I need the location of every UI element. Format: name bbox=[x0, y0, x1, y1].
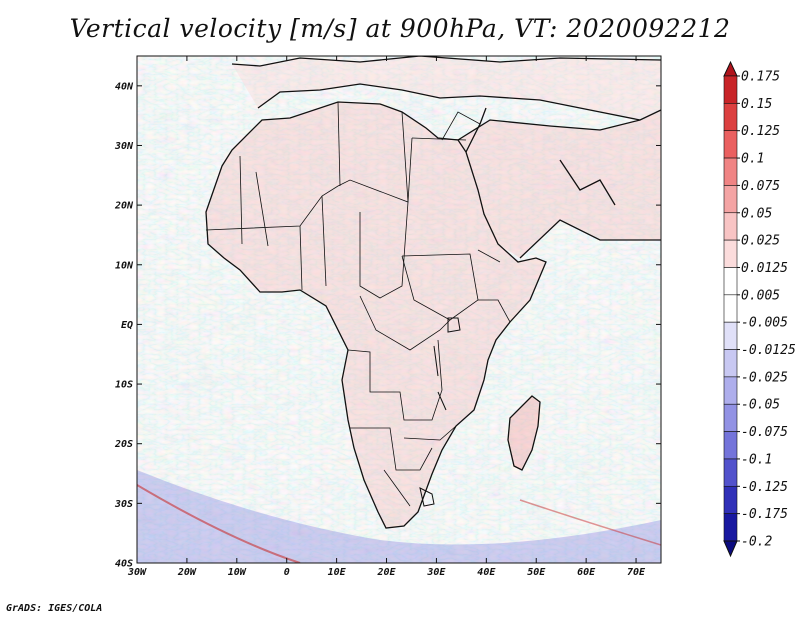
colorbar-label: 0.025 bbox=[741, 234, 780, 249]
colorbar-label: 0.1 bbox=[741, 152, 764, 167]
colorbar-swatch bbox=[723, 130, 738, 159]
colorbar-cap-bottom bbox=[723, 540, 738, 558]
colorbar-label: 0.125 bbox=[741, 124, 780, 139]
lon-label: 50E bbox=[527, 567, 546, 578]
colorbar-label: -0.2 bbox=[741, 535, 772, 550]
lon-label: 20E bbox=[376, 567, 396, 578]
colorbar-swatch bbox=[723, 239, 738, 268]
colorbar-label: -0.05 bbox=[741, 398, 780, 413]
lon-label: 70E bbox=[627, 567, 646, 578]
colorbar-label: 0.0125 bbox=[741, 261, 788, 276]
map-frame bbox=[136, 55, 662, 564]
map-title: Vertical velocity [m/s] at 900hPa, VT: 2… bbox=[69, 14, 731, 43]
lon-label: 30E bbox=[426, 567, 446, 578]
colorbar-swatch bbox=[723, 75, 738, 104]
lon-label: 10W bbox=[228, 567, 247, 578]
lon-label: 30W bbox=[127, 567, 147, 578]
lon-label: 0 bbox=[284, 567, 290, 578]
colorbar-label: 0.005 bbox=[741, 288, 780, 303]
colorbar-label: -0.075 bbox=[741, 425, 788, 440]
colorbar-label: -0.0125 bbox=[741, 343, 796, 358]
colorbar-label: -0.175 bbox=[741, 507, 788, 522]
colorbar-swatch bbox=[723, 485, 738, 514]
colorbar-label: -0.1 bbox=[741, 452, 772, 467]
latitude-axis: 40N 30N 20N 10N EQ 10S 20S 30S 40S bbox=[114, 81, 661, 570]
velocity-field bbox=[137, 56, 661, 563]
colorbar-swatch bbox=[723, 185, 738, 214]
lat-label: 20S bbox=[114, 439, 133, 450]
colorbar-swatch bbox=[723, 103, 738, 132]
colorbar-swatch bbox=[723, 349, 738, 378]
lon-label: 60E bbox=[577, 567, 596, 578]
colorbar-swatch bbox=[723, 431, 738, 460]
lat-label: 10N bbox=[115, 260, 134, 271]
colorbar-label: -0.025 bbox=[741, 370, 788, 385]
colorbar-label: 0.05 bbox=[741, 206, 772, 221]
grads-credit: GrADS: IGES/COLA bbox=[6, 603, 103, 614]
colorbar-swatch bbox=[723, 267, 738, 296]
lat-label: 40S bbox=[115, 559, 133, 570]
colorbar-label: -0.125 bbox=[741, 480, 788, 495]
lon-label: 20W bbox=[177, 567, 197, 578]
colorbar-label: -0.005 bbox=[741, 316, 788, 331]
colorbar-label: 0.075 bbox=[741, 179, 780, 194]
colorbar-swatch bbox=[723, 458, 738, 487]
longitude-axis: 30W 20W 10W 0 10E 20E 30E 40E 50E 60E 70E bbox=[127, 56, 646, 578]
lat-label: 20N bbox=[114, 201, 134, 212]
colorbar-cap-top bbox=[723, 60, 738, 77]
lat-label: 30S bbox=[114, 499, 133, 510]
lat-label: 30N bbox=[114, 141, 134, 152]
colorbar-swatch bbox=[723, 403, 738, 432]
colorbar-swatch bbox=[723, 294, 738, 323]
lat-label: EQ bbox=[121, 320, 133, 331]
colorbar-swatch bbox=[723, 321, 738, 350]
colorbar-swatch bbox=[723, 157, 738, 186]
lat-label: 10S bbox=[115, 380, 133, 391]
colorbar: 0.175 0.15 0.125 0.1 0.075 0.05 0.025 0.0125 0.0… bbox=[723, 60, 796, 558]
colorbar-label: 0.175 bbox=[741, 70, 780, 85]
lon-label: 40E bbox=[477, 567, 496, 578]
colorbar-swatch bbox=[723, 376, 738, 405]
colorbar-swatch bbox=[723, 212, 738, 241]
lon-label: 10E bbox=[328, 567, 347, 578]
colorbar-label: 0.15 bbox=[741, 97, 772, 112]
colorbar-swatch bbox=[723, 513, 738, 542]
lat-label: 40N bbox=[115, 81, 134, 92]
